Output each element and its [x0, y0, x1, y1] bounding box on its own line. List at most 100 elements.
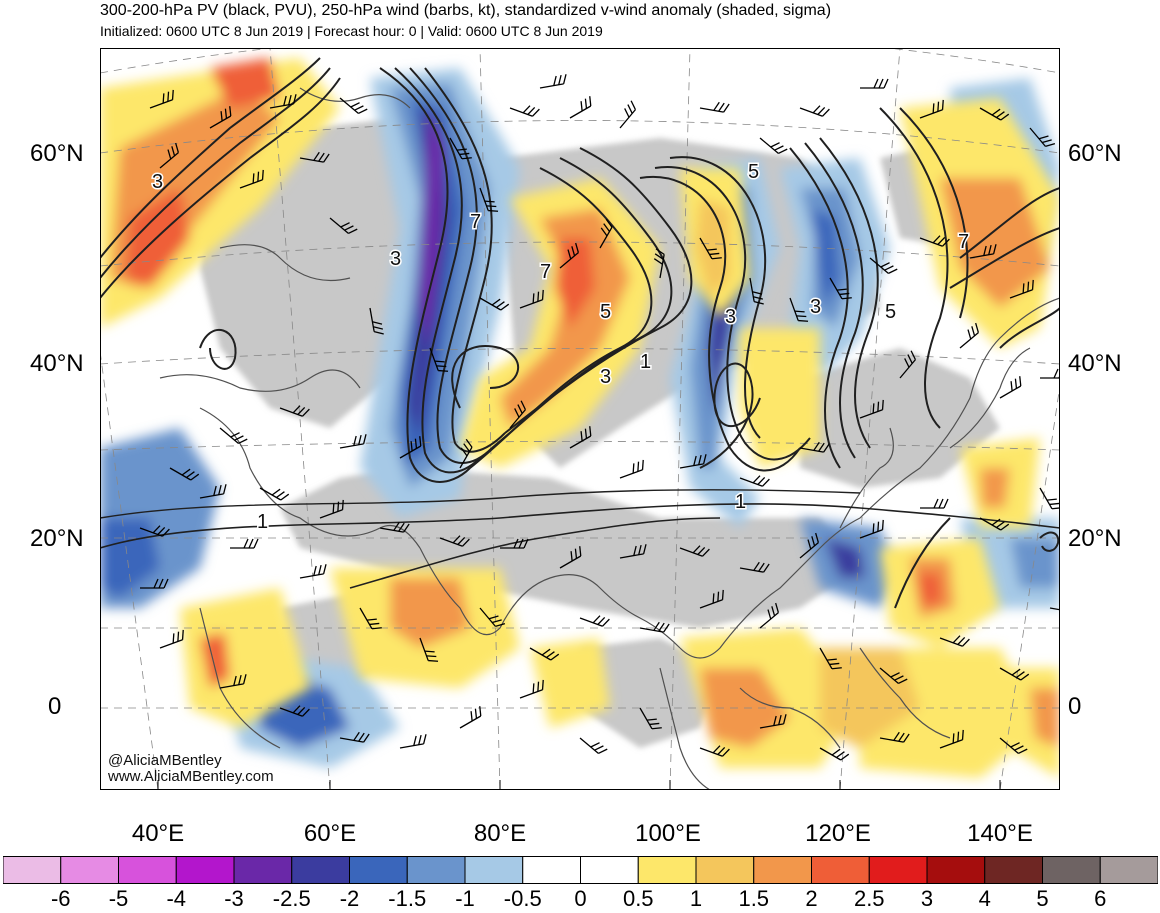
- lat-label-40n-right: 40°N: [1068, 350, 1122, 377]
- contour-label: 7: [540, 261, 551, 283]
- wind-barb: [500, 538, 529, 549]
- colorbar-tick-label: 3: [920, 886, 934, 911]
- colorbar-tick-label: -2: [339, 886, 360, 911]
- credit-website: www.AliciaMBentley.com: [108, 768, 274, 785]
- wind-barb: [539, 74, 567, 89]
- lon-label-80e: 80°E: [473, 820, 527, 847]
- contour-label: 7: [470, 211, 481, 233]
- colorbar-swatch: [1042, 856, 1101, 884]
- wind-barb: [269, 94, 297, 109]
- wind-barb: [279, 705, 310, 717]
- contour-label: 1: [257, 511, 268, 533]
- wind-barb: [219, 674, 247, 689]
- colorbar: [3, 856, 1158, 884]
- wind-barb: [919, 235, 950, 247]
- wind-barb: [219, 427, 248, 445]
- credit-handle: @AliciaMBentley: [108, 752, 222, 769]
- lon-label-140e: 140°E: [967, 820, 1033, 847]
- wind-barb: [789, 297, 809, 322]
- wind-barb: [653, 248, 665, 279]
- colorbar-tick-label: 1.5: [738, 886, 770, 911]
- colorbar-swatch: [868, 856, 928, 884]
- wind-barb: [799, 105, 830, 117]
- colorbar-swatch: [637, 856, 697, 884]
- wind-barb: [939, 635, 970, 647]
- wind-barb: [559, 242, 580, 269]
- weather-map: 3 3 7 7 5 3 1 5 3 3 5 7 1 1: [100, 48, 1060, 790]
- wind-barb: [230, 538, 259, 549]
- colorbar-swatch: [1099, 856, 1158, 884]
- wind-barb: [149, 89, 174, 109]
- contour-label: 1: [735, 491, 746, 513]
- wind-barb: [699, 589, 724, 609]
- wind-barb: [879, 667, 908, 685]
- wind-barb: [479, 187, 499, 212]
- contour-label: 3: [390, 248, 401, 270]
- wind-barb: [699, 745, 730, 757]
- colorbar-tick-label: 6: [1094, 886, 1107, 911]
- contour-label: 7: [958, 231, 969, 253]
- colorbar-swatch: [926, 856, 986, 884]
- colorbar-swatch: [60, 856, 119, 884]
- lon-label-120e: 120°E: [805, 820, 871, 847]
- lon-label-100e: 100°E: [635, 820, 701, 847]
- colorbar-swatch: [175, 856, 235, 884]
- wind-barb: [159, 629, 184, 649]
- pv-contour-labels: 3 3 7 7 5 3 1 5 3 3 5 7 1 1: [151, 160, 971, 535]
- wind-barb: [1029, 127, 1056, 148]
- wind-barb: [879, 731, 910, 743]
- wind-barb: [169, 467, 200, 481]
- wind-barb: [829, 277, 852, 300]
- colorbar-swatch: [3, 856, 62, 884]
- wind-barb: [999, 667, 1030, 681]
- map-subtitle: Initialized: 0600 UTC 8 Jun 2019 | Forec…: [100, 23, 603, 39]
- wind-barb: [599, 218, 613, 249]
- wind-barb: [1049, 607, 1060, 613]
- wind-barbs: [139, 74, 1060, 761]
- wind-barb: [139, 525, 170, 537]
- colorbar-tick-label: 0: [574, 886, 587, 911]
- wind-barb: [759, 714, 787, 729]
- wind-barb: [569, 96, 592, 119]
- wind-barb: [559, 546, 582, 569]
- colorbar-tick-label: -5: [108, 886, 129, 911]
- wind-barb: [459, 438, 473, 469]
- wind-barb: [339, 434, 367, 449]
- wind-barb: [619, 100, 637, 129]
- wind-barb: [699, 237, 722, 260]
- wind-barb: [140, 578, 169, 589]
- lat-label-60n-right: 60°N: [1068, 140, 1122, 167]
- lat-label-60n-left: 60°N: [30, 140, 84, 167]
- wind-barb: [519, 679, 544, 699]
- wind-barb: [319, 499, 344, 519]
- colorbar-swatch: [580, 856, 639, 884]
- colorbar-tick-label: 4: [978, 886, 991, 911]
- colorbar-tick-label: -4: [166, 886, 187, 911]
- colorbar-tick-label: -6: [50, 886, 71, 911]
- wind-barb: [939, 729, 964, 749]
- wind-barb: [959, 322, 980, 349]
- wind-barb: [799, 441, 830, 453]
- wind-barb: [979, 107, 1010, 121]
- colorbar-tick-label: -3: [224, 886, 244, 911]
- colorbar-tick-label: 0.5: [622, 886, 654, 911]
- wind-barb: [579, 615, 610, 627]
- colorbar-tick-label: -1.5: [388, 886, 427, 911]
- wind-barb: [679, 545, 710, 557]
- wind-barb: [569, 426, 592, 449]
- wind-barb: [509, 400, 527, 429]
- wind-barb: [479, 607, 506, 628]
- colorbar-swatch: [464, 856, 524, 884]
- lon-tick-marks: [157, 780, 1001, 790]
- wind-barb: [759, 137, 788, 155]
- contour-label: 3: [810, 296, 821, 318]
- contour-label: 5: [885, 301, 896, 323]
- wind-barb: [699, 101, 730, 113]
- wind-barb: [339, 731, 370, 743]
- contour-label: 3: [600, 366, 611, 388]
- wind-barb: [739, 561, 770, 573]
- wind-barb: [799, 532, 820, 559]
- colorbar-swatch: [291, 856, 350, 884]
- colorbar-swatch: [984, 856, 1043, 884]
- wind-barb: [479, 297, 510, 311]
